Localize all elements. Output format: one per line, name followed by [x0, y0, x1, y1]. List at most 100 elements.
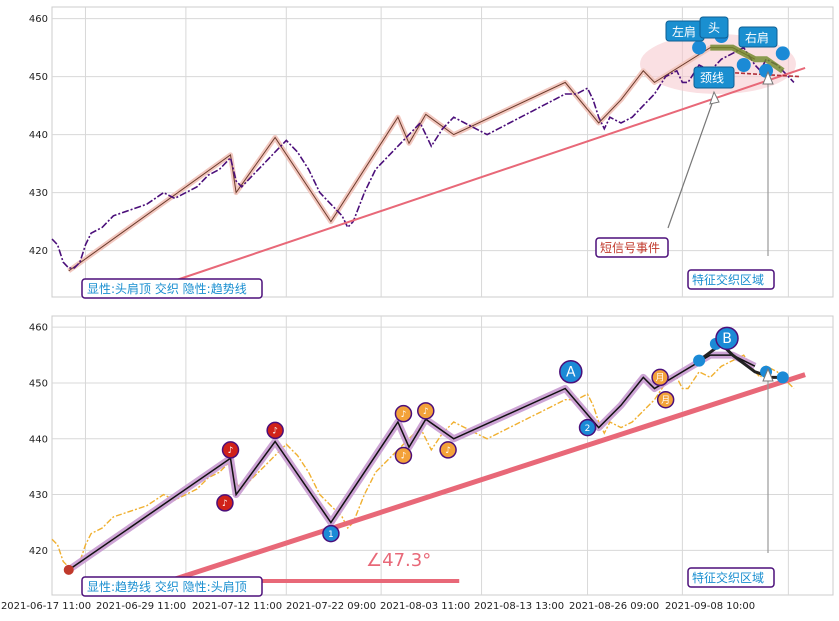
marker-group: ♪ — [266, 421, 284, 440]
top-feature-zone-label: 特征交织区域 — [692, 272, 764, 287]
marker-group: ♪ — [394, 404, 413, 423]
trendline — [168, 66, 806, 284]
y-tick-label: 430 — [29, 490, 48, 501]
marker-circle — [266, 421, 284, 440]
right-shoulder-box: 右肩 — [738, 26, 778, 48]
marker-label: 月 — [661, 395, 670, 406]
x-tick-label: 2021-08-03 11:00 — [380, 601, 470, 612]
marker-group: ♪ — [216, 494, 234, 512]
pattern-point — [692, 40, 707, 55]
x-tick-label: 2021-08-26 09:00 — [569, 601, 659, 612]
signal-arrowhead — [709, 90, 720, 105]
zone-arrowhead — [762, 70, 774, 85]
marker-label: ♪ — [401, 452, 407, 462]
y-tick-label: 440 — [29, 434, 48, 445]
y-tick-label: 440 — [29, 130, 48, 141]
marker-label: A — [566, 365, 576, 381]
marker-circle — [715, 326, 739, 351]
left-shoulder-box: 左肩 — [665, 20, 705, 42]
price-series-line — [51, 46, 795, 269]
signal-arrow — [667, 97, 715, 229]
neckline-box: 颈线 — [693, 66, 735, 89]
y-tick-label: 450 — [29, 72, 48, 83]
y-tick-label: 430 — [29, 188, 48, 199]
y-tick-label: 420 — [29, 246, 48, 257]
marker-circle — [651, 368, 669, 387]
head-box: 头 — [699, 16, 729, 39]
head-shoulders-band — [710, 44, 785, 74]
short-signal-box: 短信号事件 — [595, 237, 669, 258]
marker-label: 月 — [656, 373, 665, 384]
marker-group: 月 — [656, 390, 675, 409]
marker-label: ♪ — [228, 446, 234, 456]
x-tick-label: 2021-07-12 11:00 — [192, 601, 282, 612]
y-tick-label: 420 — [29, 546, 48, 557]
marker-group: ♪ — [439, 441, 457, 459]
marker-circle — [578, 418, 597, 437]
marker-group: ♪ — [417, 402, 435, 420]
bottom-feature-zone-label: 特征交织区域 — [692, 570, 764, 585]
marker-label: ♪ — [222, 499, 228, 509]
short-signal-label: 短信号事件 — [600, 241, 660, 255]
marker-label: ♪ — [272, 427, 278, 437]
x-tick-label: 2021-09-08 10:00 — [665, 601, 755, 612]
marker-circle — [417, 402, 435, 420]
bottom-explicit-label: 显性:趋势线 交织 隐性:头肩顶 — [87, 579, 247, 594]
right-shoulder-label: 右肩 — [745, 30, 769, 45]
top-panel: 420 430 440 450 460 — [29, 6, 834, 298]
marker-group: B — [715, 326, 739, 351]
marker-group: 1 — [322, 524, 340, 543]
marker-circle — [394, 404, 413, 423]
angle-label: ∠47.3° — [366, 550, 431, 571]
pattern-point — [776, 371, 789, 384]
marker-label: 1 — [328, 530, 334, 540]
marker-label: ♪ — [401, 410, 407, 420]
marker-group: 2 — [578, 418, 597, 437]
marker-group: A — [559, 360, 583, 384]
pattern-point — [693, 354, 706, 367]
neckline-line — [699, 70, 800, 78]
marker-group: ♪ — [394, 446, 413, 465]
y-tick-label: 460 — [29, 323, 48, 334]
bottom-feature-zone-box: 特征交织区域 — [687, 567, 775, 588]
marker-label: B — [722, 331, 732, 347]
x-tick-label: 2021-07-22 09:00 — [286, 601, 376, 612]
x-tick-label: 2021-06-17 11:00 — [1, 601, 91, 612]
marker-circle — [439, 441, 457, 459]
marker-circle — [216, 494, 234, 512]
bottom-explicit-label-box: 显性:趋势线 交织 隐性:头肩顶 — [81, 576, 263, 597]
pattern-point — [775, 46, 790, 61]
marker-circle — [656, 390, 675, 409]
start-point — [63, 564, 74, 575]
y-tick-label: 450 — [29, 378, 48, 389]
marker-label: 2 — [585, 424, 591, 434]
y-tick-label: 460 — [29, 14, 48, 25]
marker-group: ♪ — [221, 441, 240, 459]
zigzag-line — [68, 47, 756, 272]
x-tick-label: 2021-06-29 11:00 — [96, 601, 186, 612]
pattern-point — [736, 58, 751, 72]
neckline-label: 颈线 — [700, 71, 724, 85]
marker-group: 月 — [651, 368, 669, 387]
x-tick-label: 2021-08-13 13:00 — [474, 601, 564, 612]
pattern-point — [759, 63, 774, 78]
head-label: 头 — [708, 21, 720, 35]
zigzag-line — [68, 354, 756, 571]
marker-circle — [559, 360, 583, 384]
zone-arrowhead — [762, 367, 774, 382]
pattern-highlight-ellipse — [640, 34, 796, 94]
x-axis-ticks: 2021-06-17 11:00 2021-06-29 11:00 2021-07-… — [1, 601, 755, 612]
marker-label: ♪ — [445, 446, 451, 456]
marker-label: ♪ — [423, 407, 429, 417]
top-explicit-label: 显性:头肩顶 交织 隐性:趋势线 — [87, 281, 247, 296]
marker-circle — [394, 446, 413, 465]
marker-circle — [221, 441, 240, 459]
bottom-panel: 420 430 440 450 460 ♪ ♪ ♪ 1 ♪ ♪ ♪ ♪ A 2 月月 B — [29, 315, 834, 596]
top-feature-zone-box: 特征交织区域 — [687, 269, 775, 290]
marker-circle — [322, 524, 340, 543]
trendline — [168, 372, 806, 584]
left-shoulder-label: 左肩 — [672, 24, 696, 39]
top-explicit-label-box: 显性:头肩顶 交织 隐性:趋势线 — [81, 278, 263, 299]
